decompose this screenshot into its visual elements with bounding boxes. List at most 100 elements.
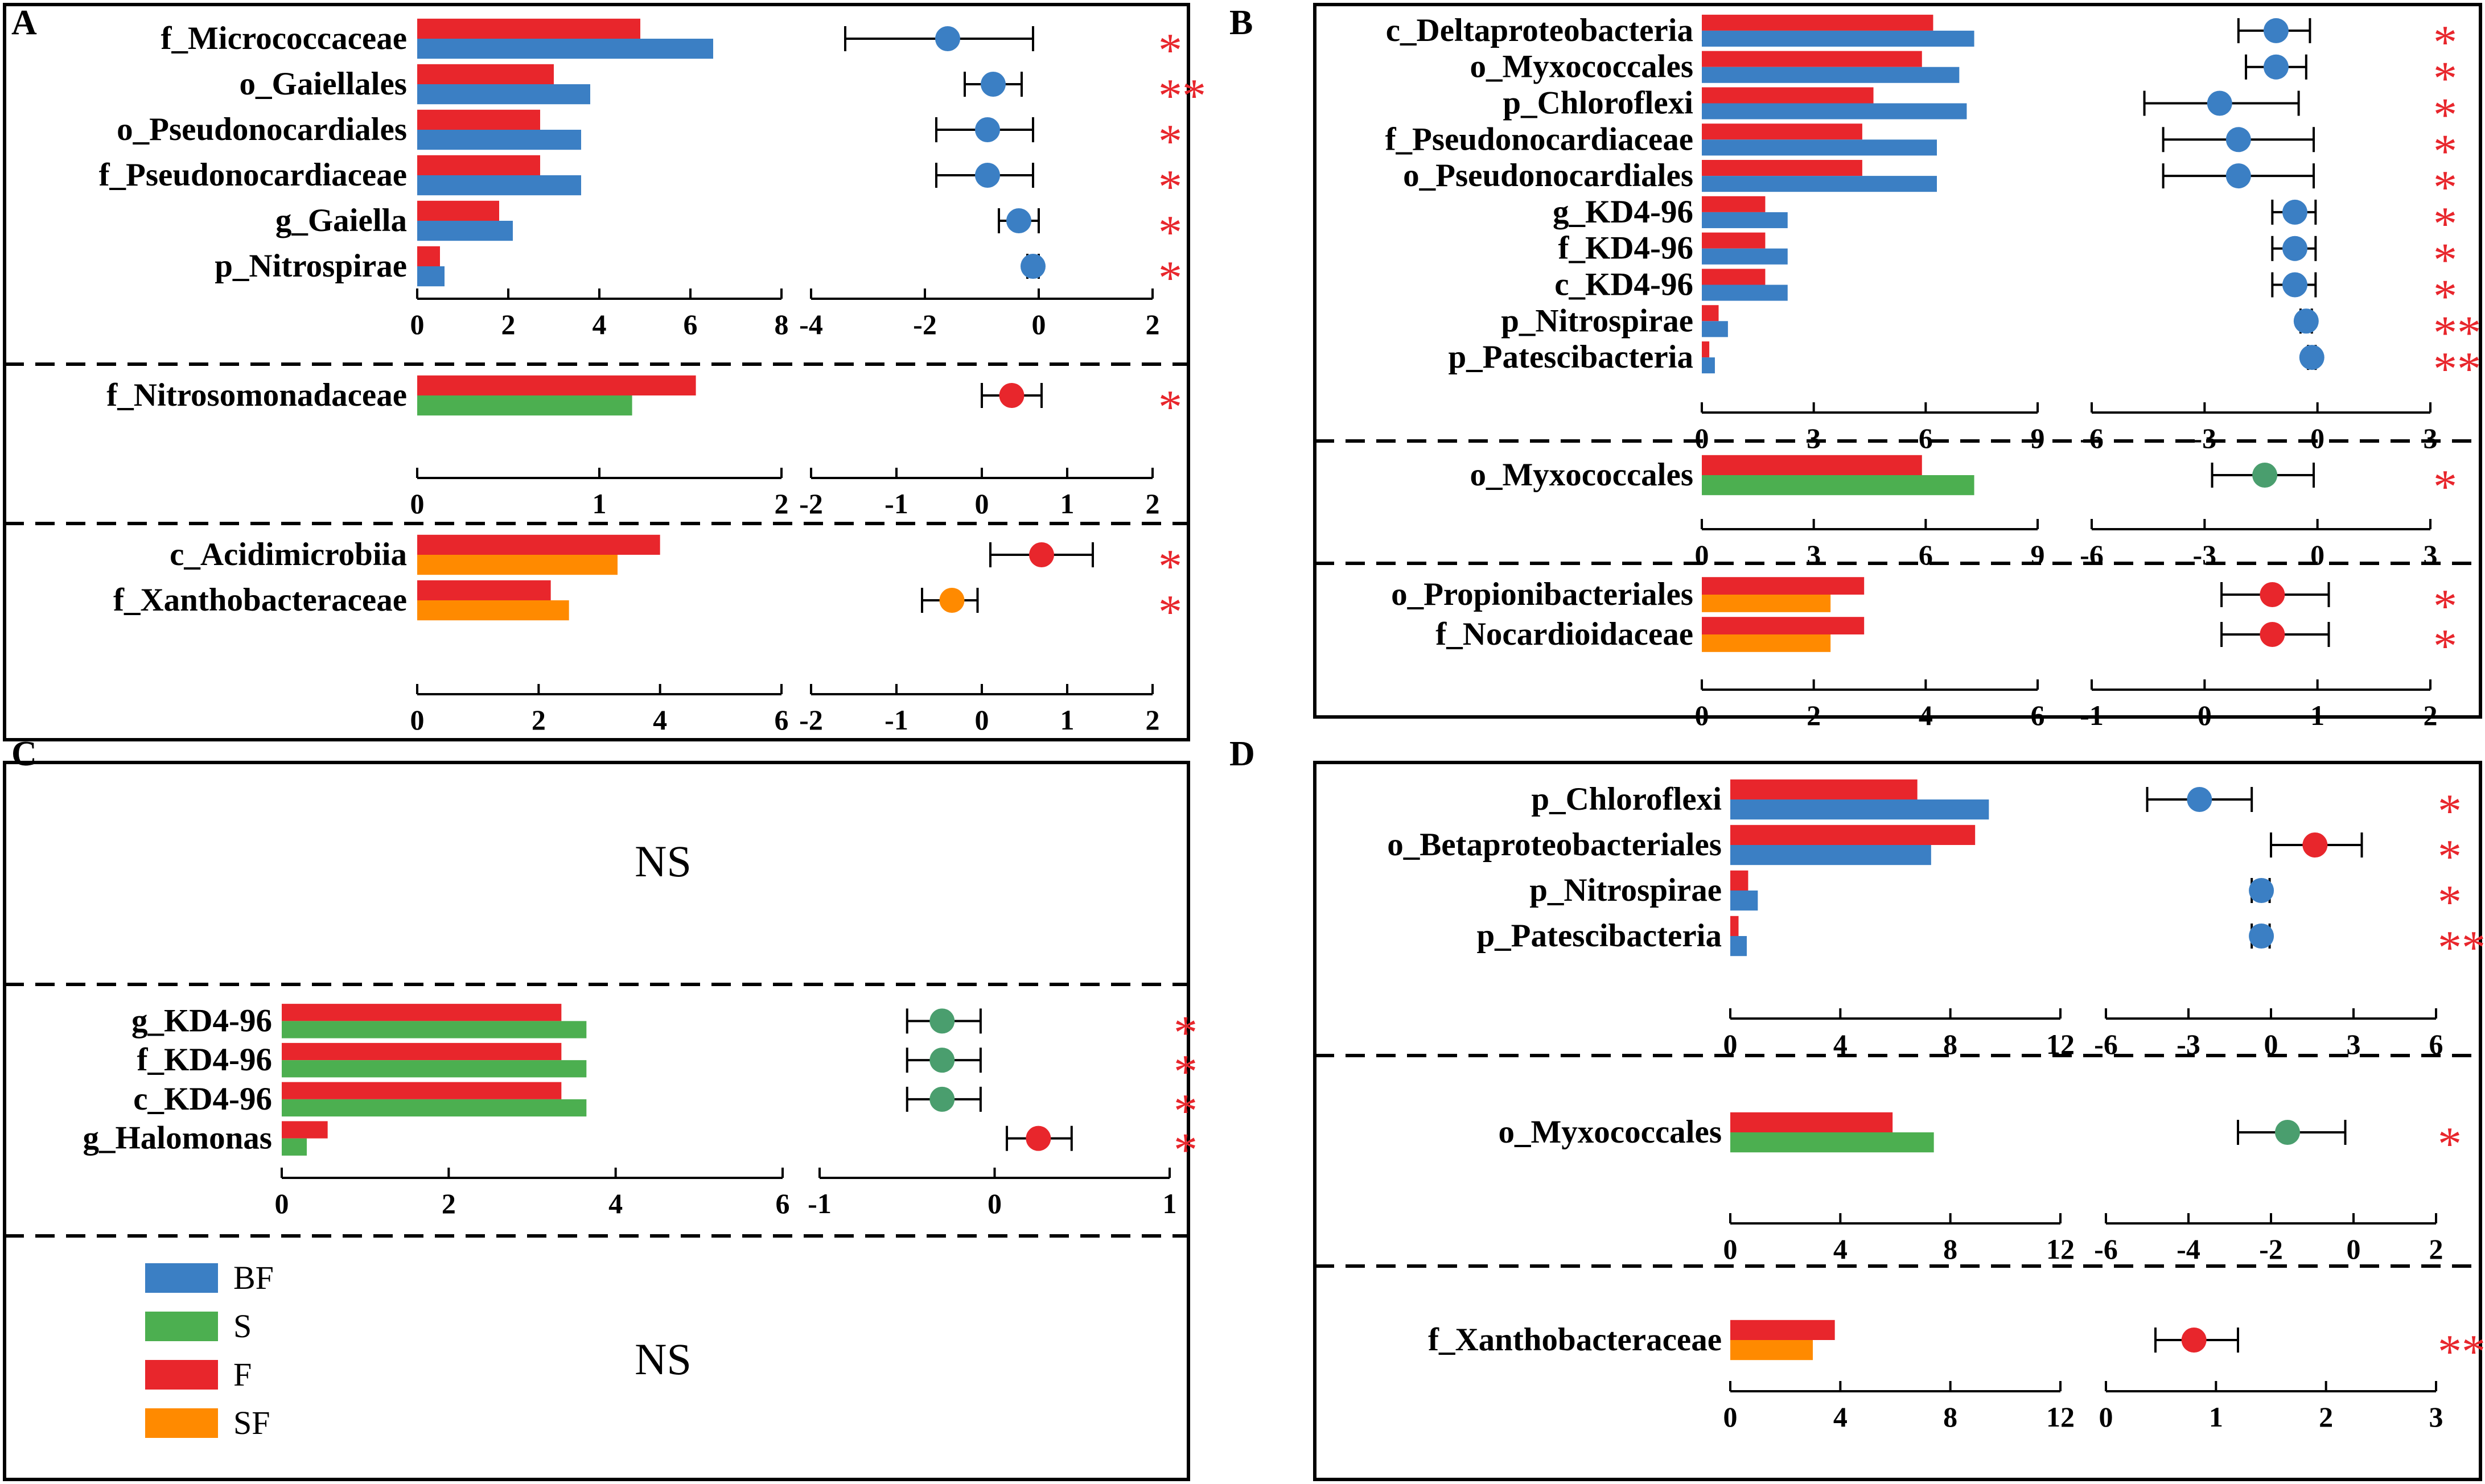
row-label: g_KD4-96 xyxy=(1553,194,1693,230)
diff-point xyxy=(2275,1120,2300,1145)
bar-f xyxy=(1702,123,1862,140)
significance: * xyxy=(1174,1124,1198,1177)
significance: ** xyxy=(1158,69,1206,122)
bar-f xyxy=(282,1042,562,1061)
diff-point xyxy=(2181,1328,2207,1353)
tick-label: 4 xyxy=(1833,1233,1848,1265)
bar-f xyxy=(1702,617,1865,634)
significance: * xyxy=(1158,160,1182,213)
bar-f xyxy=(417,155,540,175)
row: f_Pseudonocardiaceae * xyxy=(1385,121,2457,178)
section: p_Chloroflexi *o_Betaproteobacteriales *p_… xyxy=(1387,779,2485,1060)
bar-sf xyxy=(1730,1340,1813,1361)
panel-frame xyxy=(3,761,1190,1481)
diff-axis: -1 0 1 2 xyxy=(2080,679,2438,731)
section: f_Nitrosomonadaceae * 0 1 2 -2 -1 0 1 2 xyxy=(106,375,1182,520)
section: NS xyxy=(635,836,692,886)
bar-bf xyxy=(1730,845,1931,865)
bar-bf xyxy=(417,39,713,59)
section: f_Xanthobacteraceae **0 4 8 12 0 1 2 3 xyxy=(1428,1320,2485,1433)
significance: ** xyxy=(2433,343,2481,395)
panel-d: Dp_Chloroflexi *o_Betaproteobacteriales *p… xyxy=(1229,735,2485,1481)
significance: * xyxy=(2433,580,2457,633)
tick-label: 0 xyxy=(975,704,989,736)
bar-s xyxy=(1730,1132,1934,1153)
significance: * xyxy=(2438,876,2462,929)
tick-label: 0 xyxy=(410,308,425,340)
legend-swatch-sf xyxy=(145,1408,218,1438)
tick-label: 0 xyxy=(410,488,425,520)
tick-label: -1 xyxy=(808,1188,832,1219)
tick-label: 0 xyxy=(1723,1401,1738,1433)
significance: * xyxy=(2438,785,2462,838)
significance: * xyxy=(2433,460,2457,513)
tick-label: 8 xyxy=(775,308,789,340)
diff-point xyxy=(2225,163,2251,189)
row: f_Pseudonocardiaceae * xyxy=(99,155,1182,213)
row-label: o_Pseudonocardiales xyxy=(117,112,407,147)
tick-label: -2 xyxy=(799,488,823,520)
diff-axis: -2 -1 0 1 2 xyxy=(799,468,1160,520)
tick-label: 1 xyxy=(2310,699,2324,731)
significance: * xyxy=(2433,16,2457,69)
tick-label: 2 xyxy=(1146,308,1160,340)
row: p_Nitrospirae * xyxy=(1529,870,2462,929)
row: c_KD4-96 * xyxy=(133,1081,1198,1137)
tick-label: 0 xyxy=(1723,1028,1738,1060)
row-label: c_Deltaproteobacteria xyxy=(1386,13,1693,48)
section: c_Acidimicrobiia * f_Xanthobacteraceae * 0 2 4… xyxy=(113,534,1182,736)
tick-label: -6 xyxy=(2094,1028,2118,1060)
bar-f xyxy=(1702,232,1766,249)
significance: ** xyxy=(2433,306,2481,359)
bar-f xyxy=(1702,305,1719,321)
row: c_Acidimicrobiia * xyxy=(170,534,1182,593)
significance: * xyxy=(2433,52,2457,105)
tick-label: 0 xyxy=(1695,699,1709,731)
tick-label: -6 xyxy=(2080,422,2104,454)
bar-f xyxy=(1702,341,1710,358)
legend-swatch-bf xyxy=(145,1263,218,1293)
tick-label: -1 xyxy=(884,704,908,736)
tick-label: 1 xyxy=(593,488,607,520)
bar-f xyxy=(1730,916,1739,936)
bar-bf xyxy=(417,266,445,287)
bar-f xyxy=(417,375,696,395)
diff-point xyxy=(2282,199,2307,225)
row-label: f_Xanthobacteraceae xyxy=(113,582,407,618)
bar-f xyxy=(1702,455,1922,475)
tick-label: -1 xyxy=(884,488,908,520)
legend-label: BF xyxy=(233,1259,274,1296)
row-label: o_Myxococcales xyxy=(1498,1114,1722,1150)
row: o_Myxococcales * xyxy=(1470,49,2457,105)
tick-label: 4 xyxy=(1833,1401,1848,1433)
tick-label: 2 xyxy=(2429,1233,2443,1265)
section: o_Myxococcales * 0 4 8 12 -6 -4 -2 0 2 xyxy=(1498,1112,2462,1265)
row-label: p_Nitrospirae xyxy=(1501,303,1693,339)
bar-bf xyxy=(1702,103,1967,119)
diff-point xyxy=(2282,236,2307,261)
panel-letter: A xyxy=(11,3,37,42)
bar-sf xyxy=(1702,595,1831,612)
bar-bf xyxy=(1730,936,1747,957)
significance: * xyxy=(2438,1118,2462,1170)
diff-point xyxy=(981,72,1006,97)
diff-point xyxy=(2260,622,2285,647)
section: g_KD4-96 * f_KD4-96 * c_KD4-96 * g_Halomonas * 0… xyxy=(83,1003,1198,1219)
diff-point xyxy=(2187,787,2212,812)
diff-point xyxy=(975,163,1000,188)
bar-f xyxy=(1702,160,1862,176)
diff-point xyxy=(2260,582,2285,607)
significance: * xyxy=(2433,161,2457,214)
bar-f xyxy=(1702,577,1865,595)
tick-label: 0 xyxy=(275,1188,289,1219)
row-label: o_Myxococcales xyxy=(1470,49,1693,85)
diff-axis: -6 -4 -2 0 2 xyxy=(2094,1213,2443,1265)
row: f_Micrococcaceae * xyxy=(161,18,1182,77)
significance: * xyxy=(1158,206,1182,259)
row: f_Nitrosomonadaceae * xyxy=(106,375,1182,434)
bar-bf xyxy=(1702,285,1788,301)
bar-sf xyxy=(1702,634,1831,652)
tick-label: -6 xyxy=(2080,539,2104,571)
